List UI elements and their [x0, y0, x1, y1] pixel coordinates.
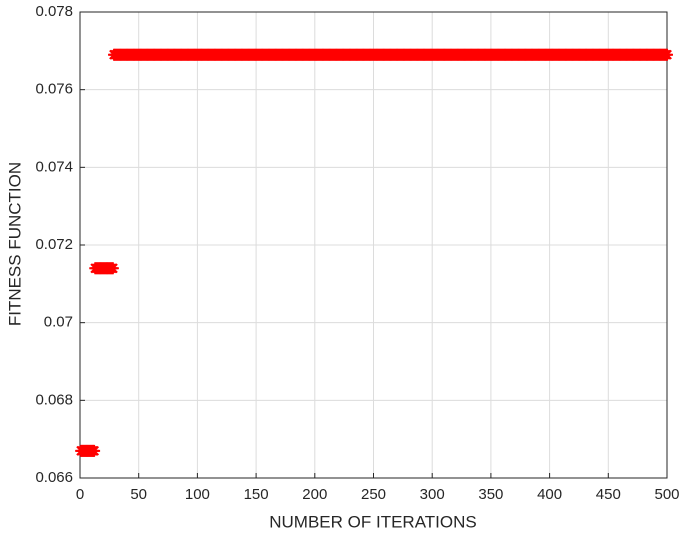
y-tick-label: 0.074 [35, 158, 73, 175]
marker [106, 262, 119, 275]
x-tick-label: 0 [76, 486, 84, 503]
y-axis-label: FITNESS FUNCTION [5, 162, 24, 326]
x-tick-label: 450 [596, 486, 621, 503]
x-axis-label: NUMBER OF ITERATIONS [269, 512, 476, 531]
x-tick-label: 300 [420, 486, 445, 503]
x-tick-label: 250 [361, 486, 386, 503]
x-tick-label: 200 [302, 486, 327, 503]
y-tick-label: 0.068 [35, 391, 73, 408]
y-tick-label: 0.066 [35, 469, 73, 486]
y-tick-label: 0.07 [44, 314, 73, 331]
marker [88, 444, 101, 457]
y-tick-label: 0.072 [35, 236, 73, 253]
x-tick-label: 350 [478, 486, 503, 503]
marker [661, 48, 673, 61]
x-tick-label: 50 [130, 486, 147, 503]
y-tick-label: 0.076 [35, 81, 73, 98]
x-tick-label: 150 [244, 486, 269, 503]
x-tick-label: 500 [654, 486, 679, 503]
x-tick-label: 400 [537, 486, 562, 503]
x-tick-label: 100 [185, 486, 210, 503]
y-tick-label: 0.078 [35, 3, 73, 20]
plot-frame [79, 11, 668, 479]
